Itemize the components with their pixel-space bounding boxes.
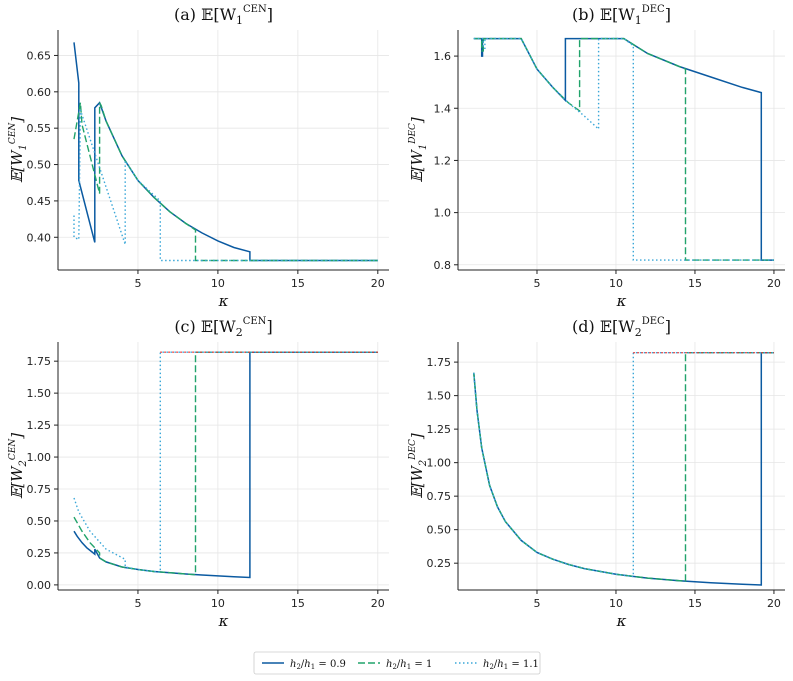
y-axis-label: 𝔼[W1DEC] xyxy=(408,117,429,183)
x-tick-label: 5 xyxy=(533,597,540,610)
x-axis-label: κ xyxy=(616,292,627,310)
series-line-h2-h1-0-9 xyxy=(73,42,378,262)
series-line-h2-h1-1 xyxy=(473,352,774,582)
panel-title: (d) 𝔼[W2DEC] xyxy=(572,316,671,339)
x-tick-label: 5 xyxy=(533,277,540,290)
y-axis-label: 𝔼[W2DEC] xyxy=(408,433,429,499)
x-axis-label: κ xyxy=(218,612,229,630)
x-tick-label: 15 xyxy=(291,597,305,610)
x-tick-label: 10 xyxy=(609,277,623,290)
y-tick-label: 0.75 xyxy=(427,490,452,503)
y-tick-label: 0.8 xyxy=(434,259,452,272)
y-tick-label: 1.75 xyxy=(27,355,52,368)
y-tick-label: 0.50 xyxy=(27,515,52,528)
legend-frame xyxy=(253,651,541,675)
y-tick-label: 1.25 xyxy=(27,419,52,432)
y-tick-label: 1.50 xyxy=(427,390,452,403)
y-tick-label: 1.75 xyxy=(427,356,452,369)
legend-label: h2/h1 = 0.9 xyxy=(290,659,346,671)
y-tick-label: 1.50 xyxy=(27,387,52,400)
y-tick-label: 0.50 xyxy=(27,159,52,172)
panel-title: (b) 𝔼[W1DEC] xyxy=(572,4,671,27)
y-tick-label: 1.0 xyxy=(434,207,452,220)
y-tick-label: 0.45 xyxy=(27,195,52,208)
x-tick-label: 15 xyxy=(291,277,305,290)
series-line-h2-h1-1-1 xyxy=(73,351,378,573)
y-tick-label: 0.40 xyxy=(27,231,52,244)
x-tick-label: 15 xyxy=(688,597,702,610)
series-line-h2-h1-1-1 xyxy=(73,109,378,262)
x-axis-label: κ xyxy=(218,292,229,310)
series-line-h2-h1-1-1 xyxy=(473,37,774,261)
y-tick-label: 1.00 xyxy=(27,451,52,464)
y-tick-label: 0.25 xyxy=(27,547,52,560)
x-tick-label: 10 xyxy=(211,597,225,610)
panel-title: (c) 𝔼[W2CEN] xyxy=(174,316,272,339)
legend-label: h2/h1 = 1.1 xyxy=(483,659,539,671)
x-tick-label: 5 xyxy=(134,597,141,610)
panel-d: 5 10 15 20 0.25 0.50 0.75 1.00 1.25 1.50 1.75 (d) 𝔼… xyxy=(408,316,785,630)
x-tick-label: 10 xyxy=(211,277,225,290)
panel-a: 5 10 15 20 0.40 0.45 0.50 0.55 0.60 0.65 (a) 𝔼[W1C… xyxy=(8,4,389,310)
y-axis-label: 𝔼[W2CEN] xyxy=(8,433,29,499)
y-tick-label: 1.00 xyxy=(427,457,452,470)
series-line-h2-h1-1-1 xyxy=(473,352,774,578)
y-tick-label: 1.25 xyxy=(427,423,452,436)
y-tick-label: 1.4 xyxy=(434,102,452,115)
legend: h2/h1 = 0.9 h2/h1 = 1 h2/h1 = 1.1 xyxy=(253,651,541,675)
x-tick-label: 20 xyxy=(767,277,781,290)
y-tick-label: 0.50 xyxy=(427,524,452,537)
series-line-h2-h1-1 xyxy=(473,37,774,261)
y-tick-label: 1.2 xyxy=(434,154,452,167)
y-tick-label: 0.65 xyxy=(27,49,52,62)
series-line-h2-h1-1 xyxy=(73,102,378,262)
x-tick-label: 20 xyxy=(767,597,781,610)
series-line-h2-h1-0-9 xyxy=(473,351,774,586)
series-line-h2-h1-0-9 xyxy=(73,351,378,579)
x-tick-label: 10 xyxy=(609,597,623,610)
series-line-h2-h1-1 xyxy=(73,351,378,576)
panel-title: (a) 𝔼[W1CEN] xyxy=(174,4,273,27)
y-tick-label: 0.25 xyxy=(427,557,452,570)
x-tick-label: 20 xyxy=(371,277,385,290)
panel-b: 5 10 15 20 0.8 1.0 1.2 1.4 1.6 (b) 𝔼[W1DEC] κ 𝔼[W1D… xyxy=(408,4,785,310)
legend-label: h2/h1 = 1 xyxy=(386,659,432,671)
y-tick-label: 0.75 xyxy=(27,483,52,496)
x-tick-label: 5 xyxy=(134,277,141,290)
x-tick-label: 15 xyxy=(688,277,702,290)
y-tick-label: 0.55 xyxy=(27,122,52,135)
y-tick-label: 1.6 xyxy=(434,50,452,63)
panel-c: 5 10 15 20 0.00 0.25 0.50 0.75 1.00 1.25 1.50 1.75 (… xyxy=(8,316,389,630)
y-tick-label: 0.00 xyxy=(27,579,52,592)
y-tick-label: 0.60 xyxy=(27,86,52,99)
series-line-h2-h1-0-9 xyxy=(473,37,774,261)
x-tick-label: 20 xyxy=(371,597,385,610)
x-axis-label: κ xyxy=(616,612,627,630)
y-axis-label: 𝔼[W1CEN] xyxy=(8,117,29,183)
